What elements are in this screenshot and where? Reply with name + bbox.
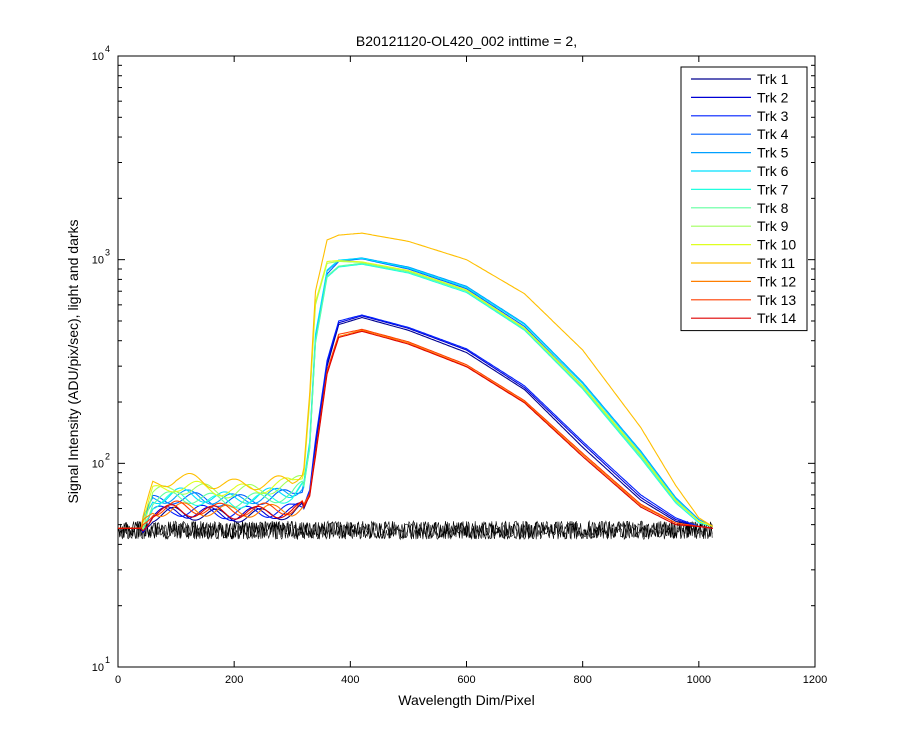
- legend-label: Trk 8: [757, 200, 789, 216]
- series-line-13: [118, 328, 713, 529]
- legend-label: Trk 6: [757, 163, 789, 179]
- legend-label: Trk 13: [757, 292, 796, 308]
- dark-noise-line: [118, 520, 713, 541]
- legend-label: Trk 3: [757, 108, 789, 124]
- series-group: [118, 232, 714, 541]
- series-line-11: [118, 232, 714, 529]
- y-axis-label: Signal Intensity (ADU/pix/sec), light an…: [65, 219, 81, 503]
- x-tick-label: 400: [341, 674, 359, 686]
- x-axis: 0 200 400 600 800 1000 1200: [115, 56, 827, 686]
- x-tick-label: 1000: [687, 674, 711, 686]
- legend-label: Trk 14: [757, 310, 796, 326]
- legend-box: [680, 66, 808, 332]
- chart-title: B20121120-OL420_002 inttime = 2,: [356, 33, 577, 49]
- x-tick-label: 600: [457, 674, 475, 686]
- series-line-12: [118, 329, 713, 529]
- series-line-5: [118, 257, 714, 529]
- legend-label: Trk 4: [757, 126, 789, 142]
- y-tick-label-base: 10: [92, 255, 104, 267]
- x-axis-label: Wavelength Dim/Pixel: [398, 692, 534, 708]
- y-tick-label-base: 10: [92, 662, 104, 674]
- legend-label: Trk 7: [757, 181, 789, 197]
- y-tick-label-exp: 4: [105, 44, 110, 54]
- legend-label: Trk 5: [757, 145, 789, 161]
- legend-label: Trk 12: [757, 273, 796, 289]
- series-line-2: [118, 315, 713, 534]
- legend-label: Trk 9: [757, 218, 789, 234]
- x-tick-label: 800: [573, 674, 591, 686]
- x-tick-label: 1200: [803, 674, 827, 686]
- y-tick-label-exp: 2: [105, 451, 110, 461]
- y-tick-label-base: 10: [92, 458, 104, 470]
- x-tick-label: 0: [115, 674, 121, 686]
- legend-label: Trk 2: [757, 89, 789, 105]
- dark-noise-line: [118, 520, 713, 541]
- y-tick-label-base: 10: [92, 51, 104, 63]
- series-line-8: [118, 262, 713, 531]
- y-tick-label-exp: 1: [105, 655, 110, 665]
- legend: Trk 1 Trk 2 Trk 3 Trk 4 Trk 5 Trk 6 Trk 7 Trk 8…: [680, 66, 808, 332]
- y-tick-label-exp: 3: [105, 248, 110, 258]
- legend-label: Trk 10: [757, 237, 796, 253]
- x-tick-label: 200: [225, 674, 243, 686]
- series-line-10: [118, 260, 713, 529]
- legend-label: Trk 11: [757, 255, 795, 271]
- series-line-14: [118, 330, 713, 532]
- series-line-3: [118, 314, 713, 532]
- legend-label: Trk 1: [757, 71, 789, 87]
